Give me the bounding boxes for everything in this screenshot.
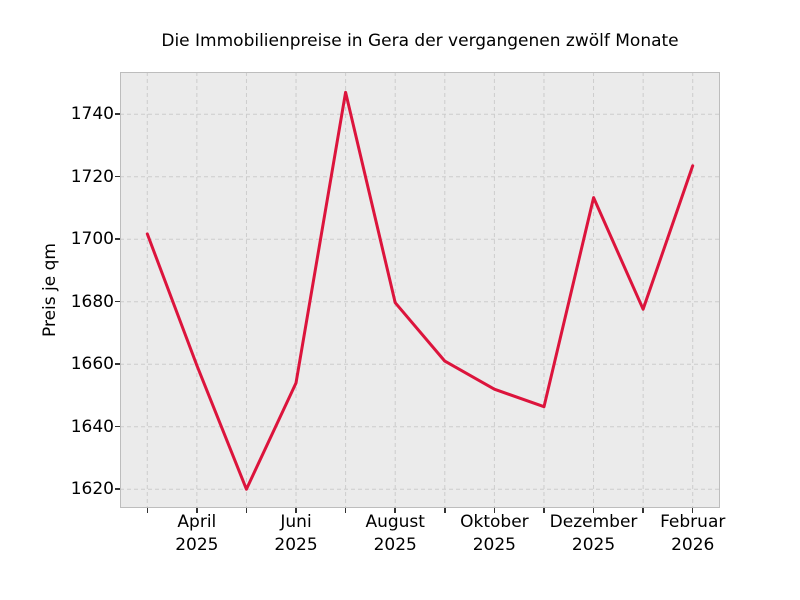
x-tick-label-year: 2025 (571, 535, 616, 555)
x-tick-mark (295, 508, 297, 513)
x-tick-label-month: Dezember (549, 512, 638, 532)
line-chart-svg (120, 72, 720, 508)
x-tick-label-year: 2025 (472, 535, 516, 555)
y-tick-mark (115, 113, 120, 115)
price-line (145, 90, 695, 491)
y-tick-mark (115, 488, 120, 490)
y-tick-mark (115, 363, 120, 365)
y-tick-label: 1700 (70, 229, 114, 250)
x-tick-label-year: 2025 (175, 535, 219, 555)
x-tick-label: August 2025 (325, 511, 465, 557)
y-tick-label: 1680 (70, 291, 114, 312)
x-tick-label-month: Oktober (460, 512, 529, 532)
plot-area (120, 72, 720, 508)
x-tick-mark (642, 508, 644, 513)
y-tick-mark (115, 238, 120, 240)
plot-frame (120, 72, 720, 508)
x-tick-label-month: April (177, 512, 217, 532)
x-tick-mark (493, 508, 496, 513)
x-tick-mark (394, 508, 396, 513)
y-tick-label: 1720 (70, 166, 114, 187)
x-tick-mark (592, 508, 595, 513)
x-tick-label-year: 2026 (671, 535, 715, 555)
x-tick-label: Juni 2025 (226, 511, 366, 557)
y-tick-mark (115, 300, 120, 303)
x-tick-label-year: 2025 (274, 535, 318, 555)
y-tick-label: 1660 (70, 354, 114, 375)
x-tick-label-month: August (365, 512, 425, 532)
x-tick-mark (245, 508, 248, 513)
x-tick-mark (444, 508, 446, 513)
x-tick-mark (691, 508, 694, 513)
y-tick-label: 1740 (70, 104, 114, 125)
x-tick-label-year: 2025 (373, 535, 417, 555)
x-tick-label: April 2025 (127, 511, 267, 557)
x-tick-label-month: Juni (280, 512, 312, 532)
x-tick-label: Dezember 2025 (524, 511, 664, 557)
y-tick-mark (115, 175, 120, 178)
x-tick-label: Oktober 2025 (424, 511, 564, 557)
x-tick-label-month: Februar (660, 512, 726, 532)
y-tick-label: 1640 (70, 416, 114, 437)
x-tick-mark (344, 508, 347, 513)
y-tick-label: 1620 (70, 479, 114, 500)
x-tick-mark (146, 508, 149, 513)
gridlines (120, 72, 720, 508)
x-tick-label: Februar 2026 (623, 511, 763, 557)
x-tick-mark (543, 508, 545, 513)
x-tick-mark (196, 508, 198, 513)
chart-title: Die Immobilienpreise in Gera der vergang… (161, 31, 679, 51)
y-tick-mark (115, 425, 120, 428)
